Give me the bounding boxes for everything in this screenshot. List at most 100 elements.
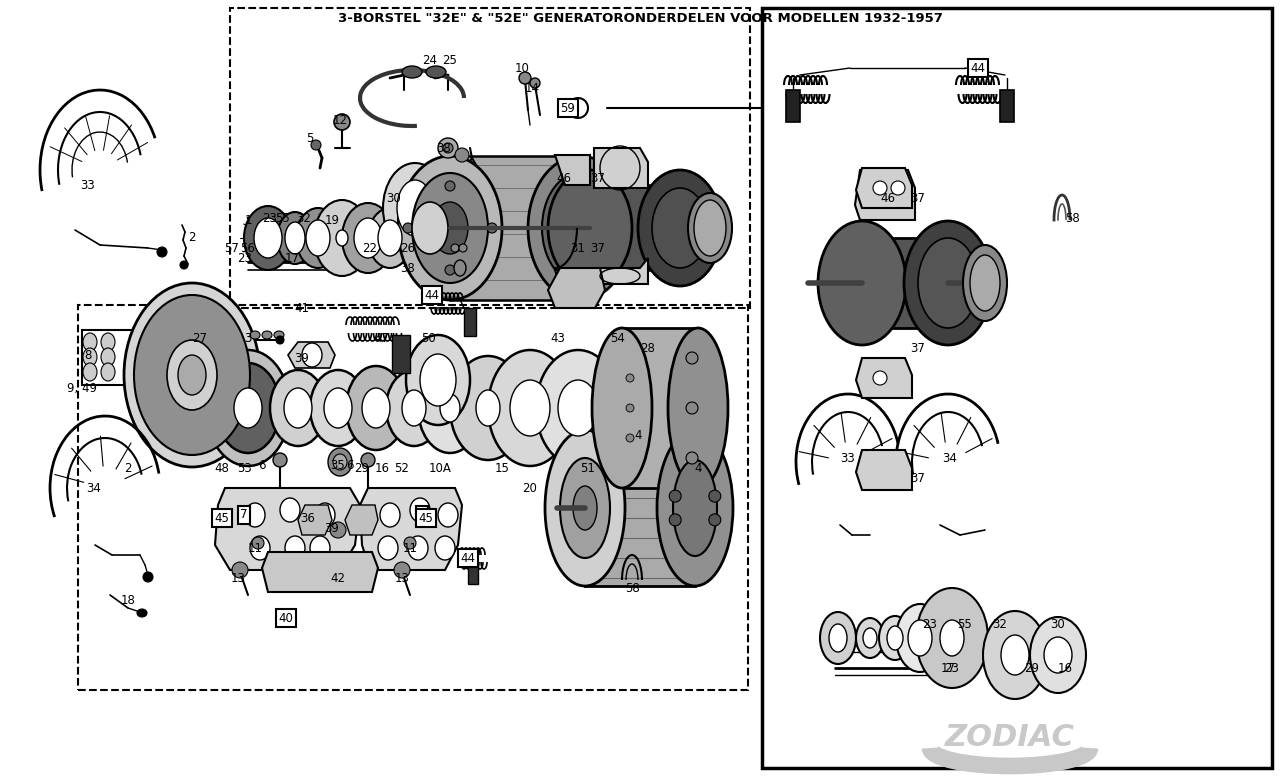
Polygon shape [215, 488, 360, 570]
Ellipse shape [178, 355, 206, 395]
Polygon shape [855, 170, 915, 220]
Ellipse shape [970, 255, 1000, 311]
Ellipse shape [101, 363, 115, 381]
Ellipse shape [486, 223, 497, 233]
Ellipse shape [330, 522, 346, 538]
Ellipse shape [488, 350, 572, 466]
Ellipse shape [404, 537, 416, 549]
Ellipse shape [361, 453, 375, 467]
Ellipse shape [669, 514, 681, 526]
Ellipse shape [402, 66, 422, 78]
Text: 28: 28 [640, 341, 655, 354]
Text: 55: 55 [275, 212, 289, 224]
Ellipse shape [863, 628, 877, 648]
Ellipse shape [274, 331, 284, 339]
Text: 30: 30 [387, 192, 402, 205]
Text: 45: 45 [419, 512, 434, 524]
Ellipse shape [918, 238, 978, 328]
Ellipse shape [548, 170, 632, 286]
Text: 23: 23 [262, 212, 278, 224]
Text: 30: 30 [1051, 619, 1065, 632]
Ellipse shape [558, 380, 598, 436]
Text: 23: 23 [923, 619, 937, 632]
Ellipse shape [394, 562, 410, 578]
Ellipse shape [397, 180, 433, 236]
Ellipse shape [626, 374, 634, 382]
Text: 11: 11 [247, 541, 262, 555]
Ellipse shape [310, 370, 366, 446]
Text: 26: 26 [401, 241, 416, 255]
Ellipse shape [253, 218, 282, 258]
Ellipse shape [270, 370, 326, 446]
Ellipse shape [867, 187, 883, 203]
Ellipse shape [536, 350, 620, 466]
Bar [468, 562, 477, 584]
Text: 39: 39 [294, 351, 310, 365]
Polygon shape [856, 450, 911, 490]
Polygon shape [594, 258, 648, 284]
Text: 29: 29 [1024, 661, 1039, 675]
Ellipse shape [412, 173, 488, 283]
Bar [78, 305, 748, 690]
Text: 18: 18 [120, 594, 136, 607]
Ellipse shape [346, 366, 406, 450]
Ellipse shape [380, 503, 399, 527]
Ellipse shape [273, 453, 287, 467]
Ellipse shape [333, 454, 347, 470]
Text: 36: 36 [301, 512, 315, 524]
Ellipse shape [342, 203, 394, 273]
Ellipse shape [166, 340, 218, 410]
Ellipse shape [262, 331, 273, 339]
Ellipse shape [280, 498, 300, 522]
Text: 39: 39 [325, 521, 339, 534]
Ellipse shape [406, 335, 470, 425]
Ellipse shape [101, 348, 115, 366]
Ellipse shape [686, 352, 698, 364]
Text: 40: 40 [279, 612, 293, 625]
Text: 6: 6 [347, 459, 353, 471]
Text: ZODIAC: ZODIAC [945, 724, 1075, 753]
Ellipse shape [438, 503, 458, 527]
Text: 10: 10 [515, 62, 530, 75]
Polygon shape [451, 156, 580, 300]
Bar [762, 8, 1272, 768]
Text: 16: 16 [375, 461, 389, 474]
Ellipse shape [451, 356, 526, 460]
Ellipse shape [306, 220, 330, 256]
Text: 48: 48 [215, 461, 229, 474]
Text: 43: 43 [550, 332, 566, 344]
Ellipse shape [284, 388, 312, 428]
Ellipse shape [916, 588, 988, 688]
Ellipse shape [887, 626, 902, 650]
Text: 4: 4 [635, 428, 641, 442]
Text: 15: 15 [494, 461, 509, 474]
Ellipse shape [369, 208, 412, 268]
Text: 45: 45 [215, 512, 229, 524]
Ellipse shape [963, 245, 1007, 321]
Ellipse shape [686, 402, 698, 414]
Text: 33: 33 [81, 178, 96, 192]
Text: 33: 33 [841, 452, 855, 464]
Text: 12: 12 [333, 114, 347, 126]
Ellipse shape [904, 221, 992, 345]
Text: 17: 17 [284, 252, 300, 265]
Ellipse shape [157, 247, 166, 257]
Ellipse shape [709, 514, 721, 526]
Text: 34: 34 [87, 481, 101, 495]
Text: 47: 47 [375, 332, 389, 344]
Polygon shape [594, 148, 648, 188]
Ellipse shape [518, 72, 531, 84]
Bar [465, 308, 476, 336]
Text: 58: 58 [1065, 212, 1079, 224]
Ellipse shape [694, 200, 726, 256]
Ellipse shape [476, 390, 500, 426]
Ellipse shape [433, 202, 468, 254]
Ellipse shape [983, 611, 1047, 699]
Ellipse shape [440, 394, 460, 422]
Ellipse shape [445, 181, 454, 191]
Text: 55: 55 [957, 619, 973, 632]
Text: 42: 42 [330, 572, 346, 584]
Polygon shape [861, 238, 948, 328]
Ellipse shape [879, 616, 911, 660]
Text: 2: 2 [124, 461, 132, 474]
